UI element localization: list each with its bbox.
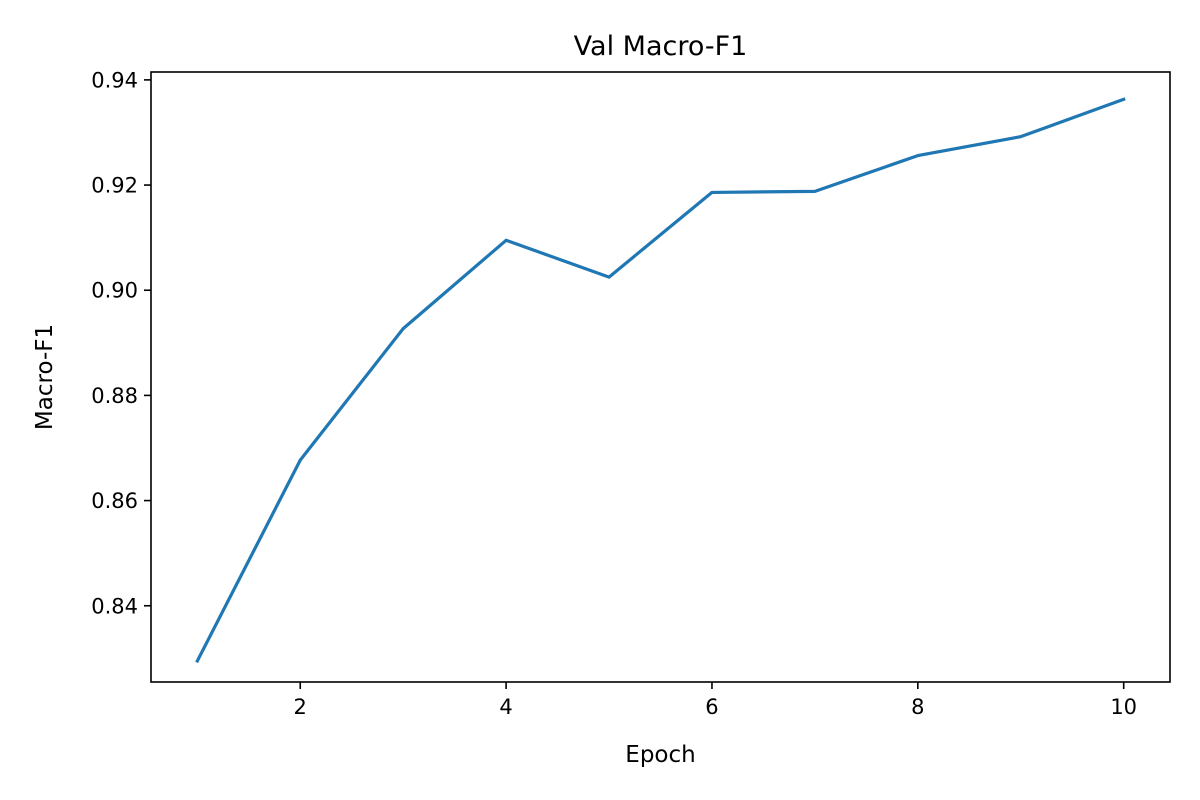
y-tick-label: 0.86: [91, 489, 138, 513]
series-layer: [195, 97, 1126, 664]
x-tick-label: 2: [294, 695, 307, 719]
y-tick-label: 0.94: [91, 68, 138, 92]
ticks-layer: 2 4 6 8 10 0.84 0.86 0.88 0.90 0.92 0.94: [91, 68, 1137, 719]
series-line: [195, 97, 1126, 664]
chart-title: Val Macro-F1: [574, 31, 748, 62]
x-tick-label: 8: [911, 695, 924, 719]
y-tick-label: 0.90: [91, 279, 138, 303]
plot-frame: [150, 71, 1171, 683]
x-tick-label: 4: [499, 695, 512, 719]
x-tick-label: 10: [1110, 695, 1137, 719]
y-tick-label: 0.92: [91, 174, 138, 198]
y-tick-label: 0.84: [91, 594, 138, 618]
y-tick-label: 0.88: [91, 384, 138, 408]
y-axis-label: Macro-F1: [32, 324, 58, 430]
x-tick-label: 6: [705, 695, 718, 719]
x-axis-label: Epoch: [625, 742, 695, 768]
